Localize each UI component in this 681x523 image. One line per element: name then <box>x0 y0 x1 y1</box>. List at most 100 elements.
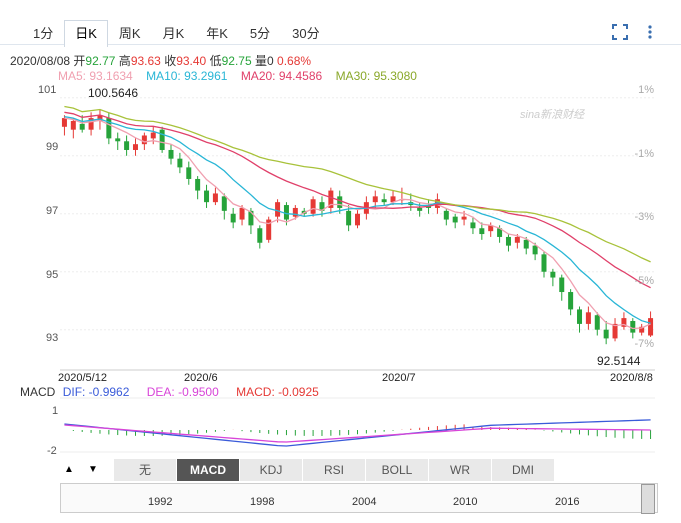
candle-body <box>630 321 636 333</box>
pct-tick-m5: -5% <box>634 275 654 287</box>
candle-body <box>505 236 511 246</box>
tab-4[interactable]: 年K <box>206 26 228 41</box>
low-label: 低 <box>209 54 222 68</box>
candle-body <box>275 202 281 217</box>
ma5-label: MA5: 93.1634 <box>58 69 133 83</box>
indicator-6[interactable]: DMI <box>492 459 555 481</box>
arrow-up-button[interactable]: ▲ <box>64 464 74 475</box>
candle-body <box>346 210 352 226</box>
candle-body <box>124 141 130 150</box>
candle-body <box>212 193 218 203</box>
candle-body <box>141 135 147 145</box>
tab-3[interactable]: 月K <box>162 26 185 41</box>
candle-body <box>514 236 520 243</box>
dif-line <box>64 419 651 447</box>
fullscreen-icon[interactable] <box>612 24 628 40</box>
candle-body <box>648 318 654 336</box>
ma30-label: MA30: 95.3080 <box>335 69 417 83</box>
tab-1[interactable]: 日K <box>64 20 108 47</box>
candle-body <box>577 309 583 324</box>
candle-body <box>310 199 316 214</box>
candle-body <box>532 245 538 255</box>
ma30-line <box>64 105 651 263</box>
y-tick-95: 95 <box>46 269 59 281</box>
candle-body <box>132 144 138 150</box>
candle-body <box>283 205 289 220</box>
tab-5[interactable]: 5分 <box>249 26 271 41</box>
ma20-label: MA20: 94.4586 <box>240 69 323 83</box>
timeline-handle[interactable] <box>641 484 655 514</box>
indicator-5[interactable]: WR <box>429 459 492 481</box>
candle-body <box>550 271 556 278</box>
dif-label: DIF: -0.9962 <box>62 385 130 399</box>
candle-body <box>177 158 183 168</box>
ma5-line <box>64 117 651 330</box>
candle-body <box>266 219 272 240</box>
candle-body <box>79 123 85 130</box>
high-value: 93.63 <box>130 54 161 68</box>
timeline-navigator[interactable] <box>60 483 658 513</box>
period-tabbar: 1分 日K 周K 月K 年K 5分 30分 <box>0 0 681 47</box>
high-mark-label: 100.5646 <box>88 86 139 100</box>
candle-body <box>292 207 298 217</box>
high-label: 高 <box>118 54 131 68</box>
candle-body <box>97 115 103 121</box>
x-label-jun: 2020/6 <box>184 372 218 384</box>
x-label-end: 2020/8/8 <box>610 372 653 384</box>
quote-date: 2020/08/08 <box>10 54 71 68</box>
x-label-start: 2020/5/12 <box>58 372 107 384</box>
timeline-year-2010: 2010 <box>453 496 478 508</box>
period-tabs: 1分 日K 周K 月K 年K 5分 30分 <box>22 20 331 47</box>
candle-body <box>106 118 112 139</box>
volume-value: 0 <box>266 54 274 68</box>
candle-body <box>168 149 174 159</box>
candle-body <box>559 277 565 293</box>
dea-line <box>64 424 651 443</box>
volume-label: 量 <box>254 54 267 68</box>
more-options-icon[interactable] <box>642 24 658 40</box>
timeline-year-1992: 1992 <box>148 496 173 508</box>
indicator-3[interactable]: RSI <box>303 459 366 481</box>
candle-body <box>248 210 254 226</box>
candle-body <box>390 196 396 203</box>
candle-body <box>61 118 67 127</box>
indicator-4[interactable]: BOLL <box>366 459 429 481</box>
pct-tick-m3: -3% <box>634 211 654 223</box>
candle-body <box>603 329 609 339</box>
candle-body <box>461 216 467 220</box>
candle-body <box>257 228 263 243</box>
timeline-year-2004: 2004 <box>352 496 377 508</box>
arrow-down-button[interactable]: ▼ <box>88 464 98 475</box>
candle-body <box>88 118 94 130</box>
candle-body <box>612 323 618 339</box>
close-label: 收 <box>164 54 177 68</box>
candle-body <box>230 213 236 223</box>
candle-body <box>443 210 449 220</box>
y-tick-97: 97 <box>46 205 59 217</box>
dea-label: DEA: -0.9500 <box>146 385 219 399</box>
indicator-0[interactable]: 无 <box>114 459 177 481</box>
x-label-jul: 2020/7 <box>382 372 416 384</box>
tab-0[interactable]: 1分 <box>33 26 54 41</box>
candle-body <box>497 228 503 237</box>
macd-value-label: MACD: -0.0925 <box>236 385 319 399</box>
low-mark-label: 92.5144 <box>597 354 641 368</box>
quote-line: 2020/08/08 开92.77 高93.63 收93.40 低92.75 量… <box>10 52 311 69</box>
indicator-2[interactable]: KDJ <box>240 459 303 481</box>
candle-body <box>195 178 201 191</box>
tab-6[interactable]: 30分 <box>292 26 320 41</box>
low-value: 92.75 <box>221 54 252 68</box>
candle-body <box>355 213 360 226</box>
indicator-tabs: 无 MACD KDJ RSI BOLL WR DMI <box>58 459 658 481</box>
candle-body <box>381 199 387 203</box>
candle-body <box>159 129 165 150</box>
tab-2[interactable]: 周K <box>118 26 141 41</box>
candle-body <box>568 292 574 310</box>
indicator-1[interactable]: MACD <box>177 459 240 481</box>
candle-body <box>585 312 591 324</box>
candle-body <box>337 196 343 208</box>
y-tick-99: 99 <box>46 141 59 153</box>
candle-body <box>150 132 156 139</box>
candle-body <box>434 199 440 208</box>
